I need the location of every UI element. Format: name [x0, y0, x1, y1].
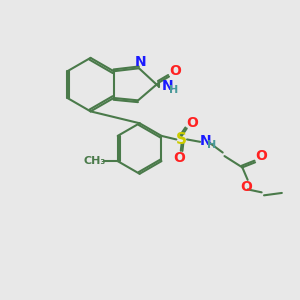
Text: H: H — [207, 140, 217, 150]
Text: O: O — [169, 64, 181, 78]
Text: O: O — [187, 116, 198, 130]
Text: N: N — [161, 79, 173, 93]
Text: O: O — [240, 180, 252, 194]
Text: O: O — [173, 151, 185, 165]
Text: H: H — [169, 85, 178, 95]
Text: N: N — [135, 55, 146, 69]
Text: CH₃: CH₃ — [84, 156, 106, 166]
Text: S: S — [176, 132, 187, 147]
Text: N: N — [200, 134, 211, 148]
Text: O: O — [255, 149, 267, 164]
